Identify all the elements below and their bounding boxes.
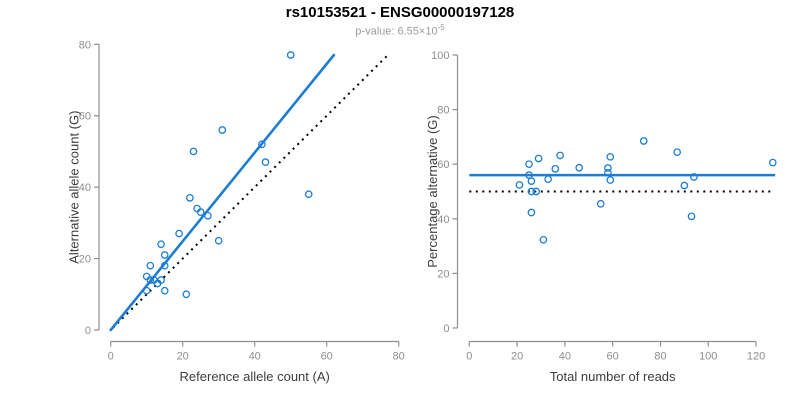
x-axis-title: Total number of reads — [550, 369, 676, 384]
data-point — [160, 251, 169, 259]
data-point — [182, 290, 191, 299]
data-point — [534, 154, 543, 163]
p-value-base: 6.55×10 — [397, 25, 438, 38]
data-point — [157, 276, 165, 284]
y-tick-label: 80 — [79, 39, 91, 51]
right-panel: 0 20 40 60 80 100 0 20 40 60 80 100 120 Total number … — [425, 50, 777, 384]
x-tick-label: 40 — [249, 351, 261, 363]
x-tick-label: 0 — [466, 351, 472, 363]
x-tick-label: 20 — [177, 351, 189, 363]
x-tick-label: 20 — [511, 351, 523, 363]
left-panel: 0 20 40 60 80 0 20 40 60 80 Reference allele count… — [67, 39, 405, 384]
x-tick-label: 80 — [654, 351, 666, 363]
data-point — [673, 148, 682, 157]
data-point — [146, 276, 155, 284]
x-tick-label: 80 — [393, 351, 405, 363]
x-tick-label: 60 — [321, 351, 333, 363]
identity-line — [112, 54, 389, 329]
data-point — [604, 164, 612, 172]
data-point — [160, 261, 169, 270]
y-tick-label: 0 — [443, 323, 449, 335]
data-point — [189, 147, 198, 156]
p-value-exponent: -5 — [437, 23, 445, 32]
data-point — [690, 173, 698, 181]
y-tick-label: 100 — [431, 50, 449, 62]
data-point — [551, 164, 560, 173]
data-point — [196, 208, 205, 216]
data-point — [604, 168, 612, 177]
x-tick-label: 60 — [607, 351, 619, 363]
y-tick-label: 0 — [85, 325, 91, 337]
y-tick-label: 80 — [437, 105, 449, 117]
data-point — [532, 187, 541, 196]
data-point — [204, 211, 212, 220]
data-point — [544, 175, 553, 184]
p-value-subtitle: p-value: 6.55×10-5 — [0, 23, 800, 38]
data-point — [539, 235, 548, 244]
data-point — [575, 163, 584, 172]
data-point — [515, 181, 524, 189]
data-point — [527, 177, 536, 185]
data-point — [258, 140, 266, 149]
data-point — [214, 236, 223, 245]
regression-line — [109, 53, 336, 332]
data-point — [525, 160, 533, 169]
data-point — [286, 51, 295, 59]
data-point — [175, 229, 183, 238]
page-title: rs10153521 - ENSG00000197128 — [285, 4, 515, 21]
data-point — [261, 158, 270, 166]
data-point — [556, 151, 564, 160]
data-point — [606, 152, 615, 161]
x-tick-label: 40 — [559, 351, 571, 363]
y-axis-title: Percentage alternative (G) — [425, 115, 440, 267]
x-tick-label: 100 — [699, 351, 717, 363]
data-point — [304, 190, 313, 199]
data-point — [687, 212, 696, 221]
y-tick-label: 60 — [79, 111, 91, 123]
x-tick-label: 120 — [747, 351, 765, 363]
y-tick-label: 40 — [437, 214, 449, 226]
x-axis-title: Reference allele count (A) — [180, 369, 330, 384]
y-tick-label: 60 — [437, 159, 449, 171]
data-point — [639, 137, 648, 145]
x-tick-label: 0 — [108, 351, 114, 363]
data-point — [606, 176, 615, 184]
data-point — [680, 181, 689, 190]
y-tick-label: 40 — [79, 182, 91, 194]
data-point — [527, 208, 536, 217]
data-point — [768, 158, 777, 167]
y-tick-label: 20 — [437, 268, 449, 280]
data-point — [157, 240, 165, 249]
y-tick-label: 20 — [79, 254, 91, 266]
data-point — [146, 261, 155, 270]
data-point — [527, 187, 536, 196]
data-point — [186, 194, 194, 202]
data-point — [160, 286, 169, 295]
p-value-prefix: p-value: — [355, 25, 398, 38]
data-point — [218, 126, 227, 134]
data-point — [596, 199, 605, 208]
data-point — [142, 286, 151, 295]
y-axis-title: Alternative allele count (G) — [67, 111, 82, 264]
